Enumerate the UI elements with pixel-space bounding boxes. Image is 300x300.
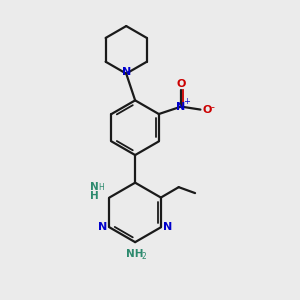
Text: +: + xyxy=(183,97,190,106)
Text: NH: NH xyxy=(126,249,144,259)
Text: -: - xyxy=(210,102,214,112)
Text: N: N xyxy=(122,67,132,77)
Text: H: H xyxy=(98,183,104,192)
Text: O: O xyxy=(176,79,186,89)
Text: N: N xyxy=(176,102,186,112)
Text: 2: 2 xyxy=(142,252,146,261)
Text: O: O xyxy=(202,105,212,115)
Text: N: N xyxy=(90,182,99,192)
Text: N: N xyxy=(163,222,172,232)
Text: H: H xyxy=(90,191,99,201)
Text: N: N xyxy=(98,222,107,232)
